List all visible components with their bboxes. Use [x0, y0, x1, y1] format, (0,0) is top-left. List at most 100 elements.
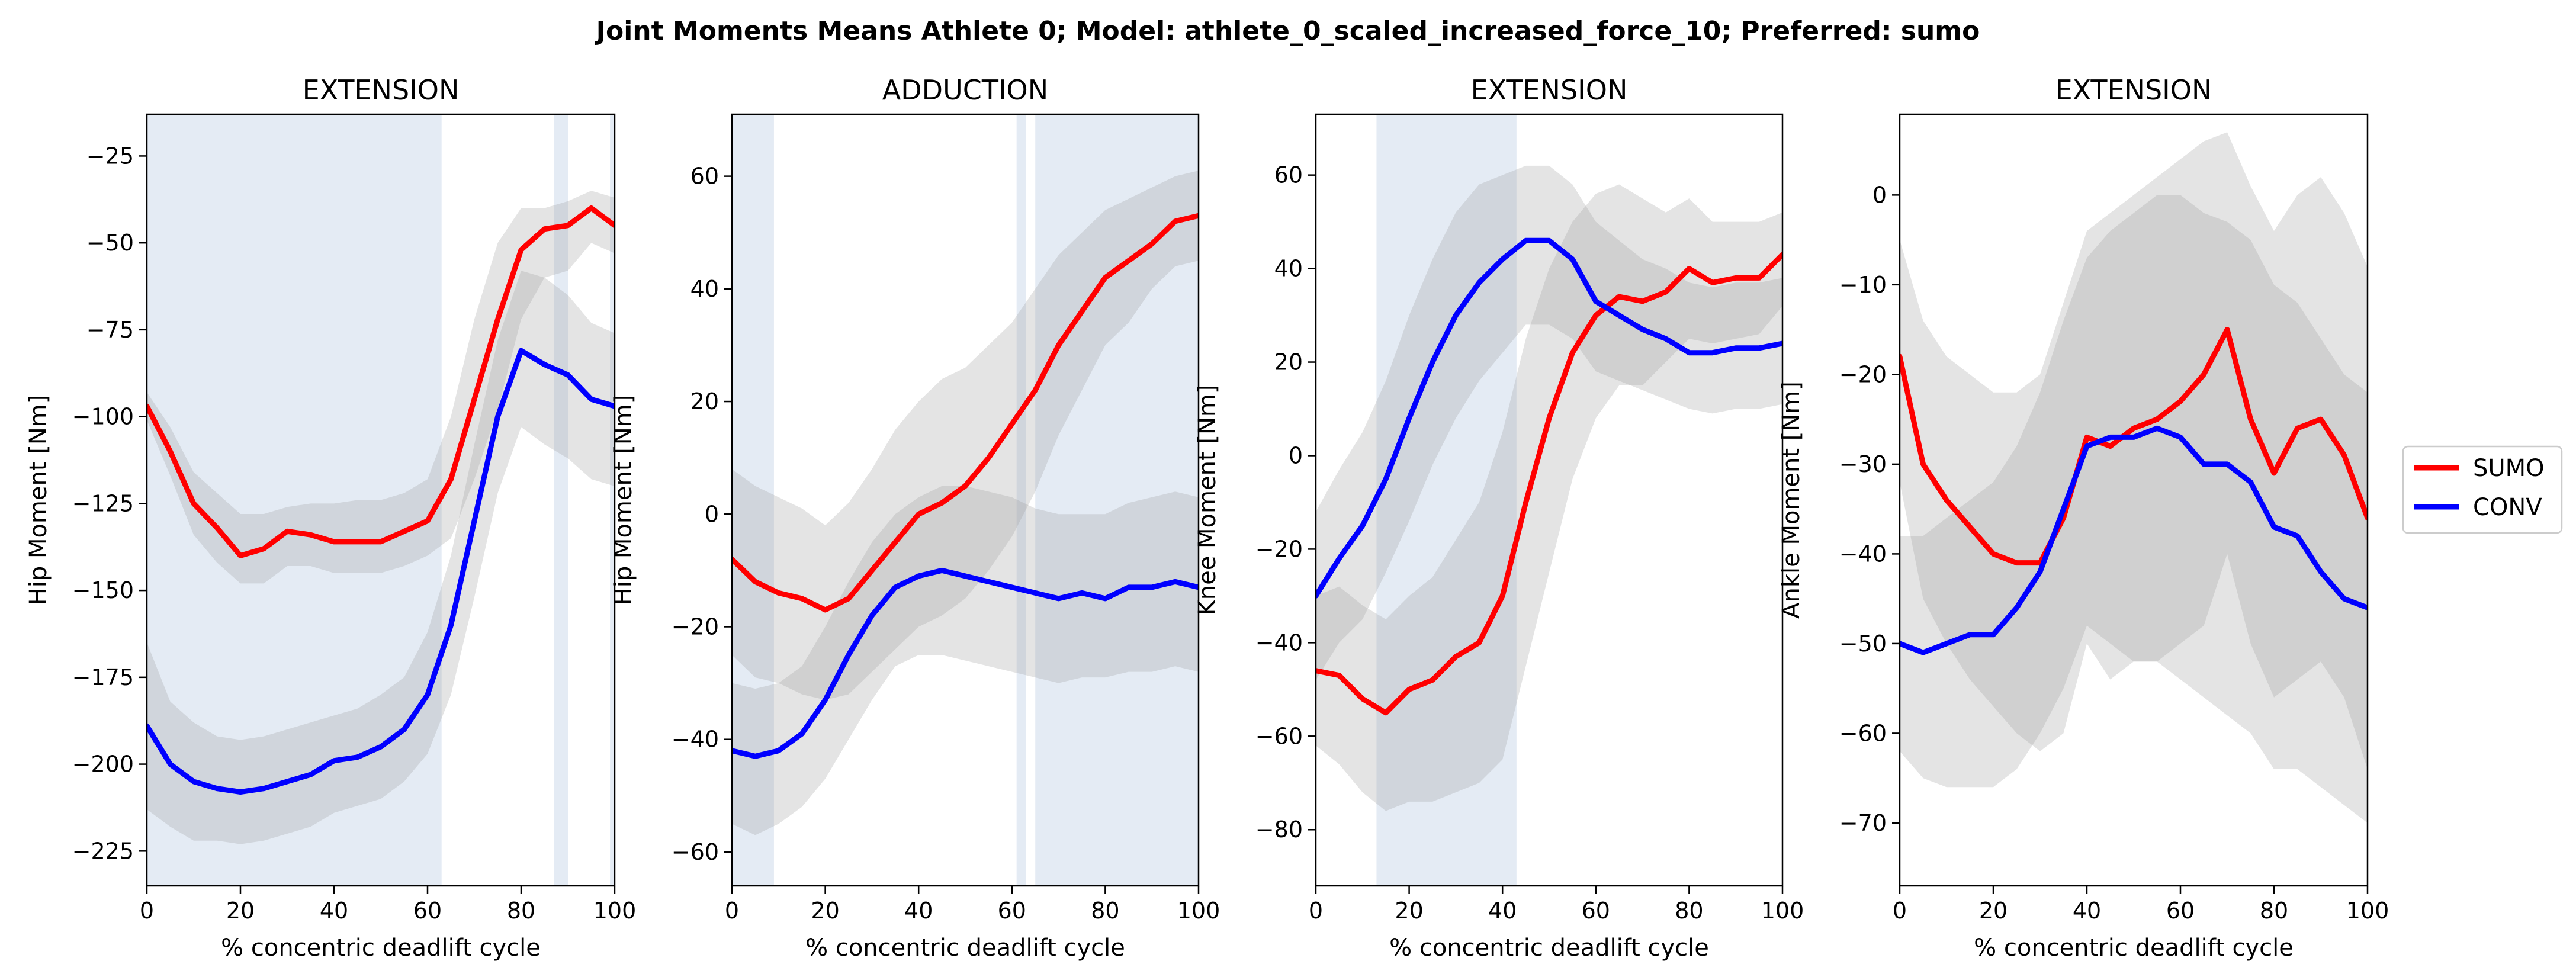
x-tick-label: 60 — [413, 898, 442, 924]
plot-area — [147, 114, 615, 886]
y-axis-label: Knee Moment [Nm] — [1194, 385, 1221, 616]
series-line-conv — [732, 567, 1199, 759]
y-tick-label: −10 — [1839, 272, 1887, 298]
y-tick-label: −20 — [1839, 361, 1887, 387]
y-tick-label: −20 — [1255, 536, 1303, 562]
subplot-1: 0 20 40 60 80 100 −225 −200 −175 −150 −125 −100 −75 −… — [25, 74, 636, 962]
axes-frame — [1315, 113, 1784, 887]
y-tick-label: −75 — [86, 317, 134, 343]
x-tick-label: 40 — [320, 898, 348, 924]
x-tick-label: 100 — [2346, 898, 2389, 924]
highlight-span-3 — [610, 114, 615, 886]
x-tick-label: 40 — [1488, 898, 1517, 924]
subplot-3: 0 20 40 60 80 100 −80 −60 −40 −20 0 20 40 60 EXTENSION… — [1194, 74, 1804, 962]
y-tick-label: 60 — [690, 163, 719, 189]
y-tick-label: −100 — [72, 404, 134, 430]
y-tick-label: 0 — [1872, 182, 1887, 208]
x-axis-label: % concentric deadlift cycle — [1974, 934, 2294, 962]
y-tick-label: −80 — [1255, 817, 1303, 843]
highlight-span-2 — [554, 114, 568, 886]
axes-frame — [731, 113, 1200, 887]
y-tick-label: −225 — [72, 838, 134, 864]
y-tick-label: −30 — [1839, 451, 1887, 477]
y-tick-label: 60 — [1274, 162, 1303, 188]
series-line-sumo — [1900, 327, 2368, 566]
y-tick-label: −60 — [672, 839, 719, 865]
axes-frame — [146, 113, 616, 887]
x-axis-label: % concentric deadlift cycle — [221, 934, 541, 962]
std-band-sumo — [732, 171, 1199, 700]
x-axis-label: % concentric deadlift cycle — [1389, 934, 1709, 962]
legend-label-sumo: SUMO — [2473, 455, 2545, 482]
subplots: 0 20 40 60 80 100−225−200−175−150−125−100−75−… — [25, 74, 2389, 962]
x-tick-label: 40 — [904, 898, 933, 924]
x-tick-label: 80 — [1675, 898, 1703, 924]
subplot-title: EXTENSION — [303, 74, 460, 106]
y-tick-label: −125 — [72, 490, 134, 516]
x-tick-label: 100 — [593, 898, 637, 924]
y-tick-label: −50 — [86, 230, 134, 256]
y-tick-label: −60 — [1839, 720, 1887, 746]
x-tick-label: 0 — [1309, 898, 1323, 924]
subplot-title: ADDUCTION — [882, 74, 1048, 106]
plot-area — [1900, 132, 2368, 823]
y-tick-label: −50 — [1839, 631, 1887, 657]
plot-area — [732, 114, 1199, 886]
x-tick-label: 80 — [507, 898, 535, 924]
x-tick-label: 40 — [2073, 898, 2101, 924]
subplot-2: 0 20 40 60 80 100 −60 −40 −20 0 20 40 60 ADDUCTION % c… — [610, 74, 1220, 962]
y-tick-label: 20 — [1274, 349, 1303, 375]
y-tick-label: −40 — [1839, 541, 1887, 567]
x-tick-label: 100 — [1761, 898, 1804, 924]
series-line-sumo — [1316, 252, 1782, 716]
axes-frame — [1899, 113, 2369, 887]
std-band-conv — [732, 486, 1199, 835]
subplot-4: 0 20 40 60 80 100 −70 −60 −50 −40 −30 −20 −10 0 EXTENS… — [1778, 74, 2389, 962]
x-tick-label: 0 — [140, 898, 154, 924]
y-tick-label: −70 — [1839, 810, 1887, 836]
x-axis-label: % concentric deadlift cycle — [805, 934, 1125, 962]
series-line-conv — [1900, 425, 2368, 655]
series-line-sumo — [732, 213, 1199, 613]
y-axis-label: Hip Moment [Nm] — [610, 395, 637, 606]
x-tick-label: 0 — [1893, 898, 1907, 924]
y-tick-label: 40 — [1274, 256, 1303, 282]
x-tick-label: 60 — [2166, 898, 2195, 924]
y-tick-label: −25 — [86, 143, 134, 169]
x-tick-label: 20 — [1979, 898, 2008, 924]
highlight-span-3 — [1035, 114, 1199, 886]
legend-label-conv: CONV — [2473, 494, 2542, 521]
y-tick-label: −150 — [72, 577, 134, 603]
y-tick-label: 0 — [705, 501, 719, 527]
x-tick-label: 20 — [811, 898, 839, 924]
x-tick-label: 60 — [998, 898, 1026, 924]
x-tick-label: 100 — [1177, 898, 1220, 924]
y-tick-label: −40 — [672, 727, 719, 753]
subplot-title: EXTENSION — [2055, 74, 2212, 106]
subplot-title: EXTENSION — [1471, 74, 1628, 106]
x-tick-label: 60 — [1582, 898, 1610, 924]
y-tick-label: −200 — [72, 751, 134, 777]
y-tick-label: −60 — [1255, 723, 1303, 749]
highlight-span-2 — [1016, 114, 1026, 886]
legend: SUMO CONV — [2402, 445, 2563, 534]
x-tick-label: 80 — [2260, 898, 2288, 924]
series-line-conv — [1316, 237, 1782, 599]
y-tick-label: −40 — [1255, 629, 1303, 655]
std-band-conv — [1900, 195, 2368, 823]
x-tick-label: 20 — [226, 898, 255, 924]
y-tick-label: −20 — [672, 613, 719, 639]
y-axis-label: Hip Moment [Nm] — [25, 395, 52, 606]
series-line-sumo — [147, 205, 615, 558]
series-line-conv — [147, 348, 615, 795]
x-tick-label: 0 — [725, 898, 739, 924]
plot-area — [1316, 114, 1782, 886]
x-tick-label: 20 — [1395, 898, 1423, 924]
highlight-span-1 — [147, 114, 442, 886]
y-axis-label: Ankle Moment [Nm] — [1778, 381, 1805, 619]
y-tick-label: 40 — [690, 276, 719, 302]
y-tick-label: 20 — [690, 388, 719, 414]
std-band-sumo — [147, 191, 615, 584]
x-tick-label: 80 — [1091, 898, 1119, 924]
